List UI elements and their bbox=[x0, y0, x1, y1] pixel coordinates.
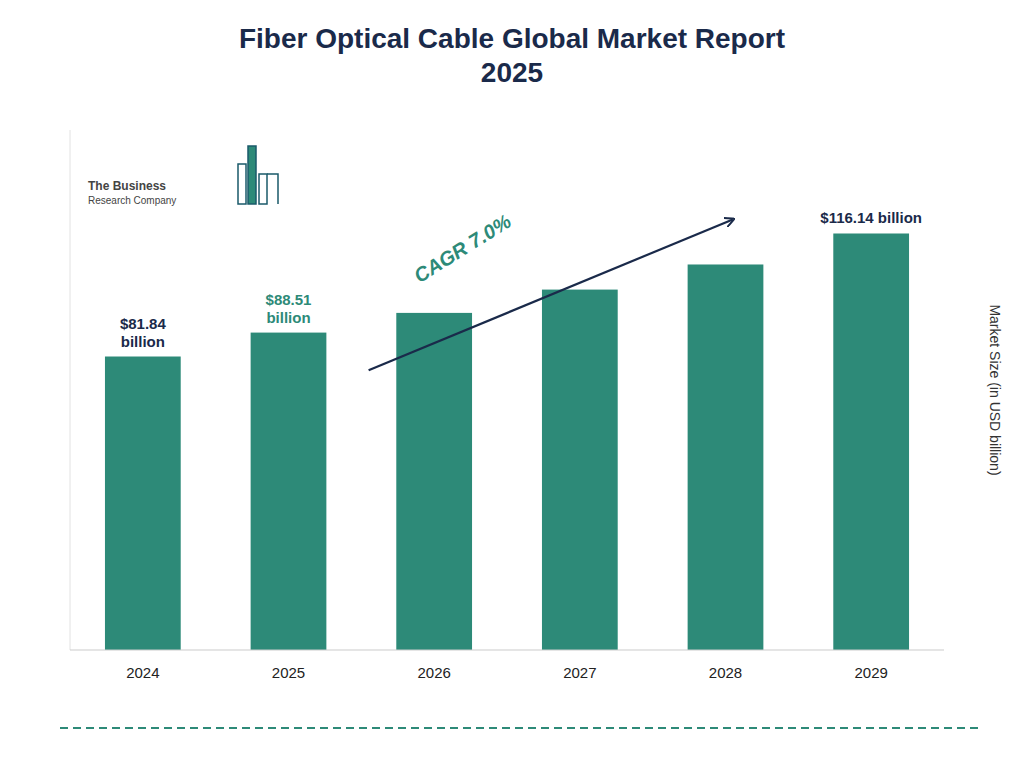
y-axis-line bbox=[70, 130, 71, 650]
bar bbox=[105, 357, 181, 650]
bar bbox=[833, 233, 909, 650]
x-tick-label: 2025 bbox=[272, 664, 305, 681]
data-label: $81.84billion bbox=[120, 315, 167, 350]
x-tick-label: 2028 bbox=[709, 664, 742, 681]
data-label: $88.51billion bbox=[266, 291, 312, 326]
logo-icon bbox=[238, 146, 278, 204]
cagr-label: CAGR 7.0% bbox=[410, 210, 515, 287]
bar bbox=[688, 264, 764, 650]
logo-text: Research Company bbox=[88, 195, 176, 206]
footer-line bbox=[60, 727, 980, 729]
x-tick-label: 2027 bbox=[563, 664, 596, 681]
title: Fiber Optical Cable Global Market Report… bbox=[239, 23, 785, 88]
cagr-arrow bbox=[369, 219, 733, 370]
x-tick-label: 2029 bbox=[854, 664, 887, 681]
chart: Fiber Optical Cable Global Market Report… bbox=[0, 0, 1024, 768]
bars bbox=[105, 233, 909, 650]
background bbox=[0, 0, 1024, 768]
data-label: $116.14 billion bbox=[820, 209, 922, 226]
bar bbox=[542, 290, 618, 650]
x-tick-label: 2024 bbox=[126, 664, 159, 681]
bar bbox=[396, 313, 472, 650]
logo-text: The Business bbox=[88, 179, 166, 193]
y-axis-label: Market Size (in USD billion) bbox=[987, 304, 1003, 475]
x-tick-label: 2026 bbox=[417, 664, 450, 681]
bar bbox=[251, 333, 327, 650]
x-axis-line bbox=[70, 649, 944, 650]
